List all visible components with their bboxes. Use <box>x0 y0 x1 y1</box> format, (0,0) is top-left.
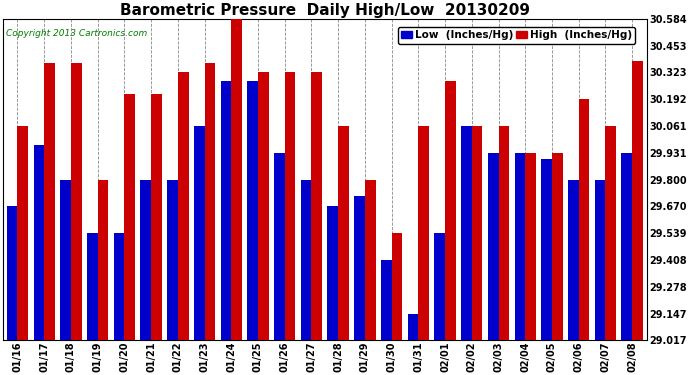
Bar <box>525 153 536 340</box>
Bar <box>221 81 231 340</box>
Bar <box>231 19 242 340</box>
Bar <box>34 145 44 340</box>
Bar <box>541 159 552 340</box>
Bar <box>178 72 188 340</box>
Bar <box>311 72 322 340</box>
Bar <box>354 196 365 340</box>
Bar <box>418 126 429 340</box>
Bar <box>167 180 178 340</box>
Bar <box>392 233 402 340</box>
Bar <box>17 126 28 340</box>
Legend: Low  (Inches/Hg), High  (Inches/Hg): Low (Inches/Hg), High (Inches/Hg) <box>398 27 635 44</box>
Bar <box>365 180 375 340</box>
Bar <box>204 63 215 340</box>
Bar <box>247 81 258 340</box>
Bar <box>124 94 135 340</box>
Bar <box>114 233 124 340</box>
Bar <box>595 180 605 340</box>
Bar <box>515 153 525 340</box>
Bar <box>328 206 338 340</box>
Bar <box>71 63 81 340</box>
Bar <box>498 126 509 340</box>
Bar <box>435 233 445 340</box>
Bar <box>274 153 285 340</box>
Bar <box>151 94 161 340</box>
Bar <box>87 233 98 340</box>
Bar <box>98 180 108 340</box>
Bar <box>7 206 17 340</box>
Text: Copyright 2013 Cartronics.com: Copyright 2013 Cartronics.com <box>6 28 147 38</box>
Bar <box>338 126 349 340</box>
Bar <box>258 72 268 340</box>
Bar <box>381 260 392 340</box>
Bar <box>408 314 418 340</box>
Bar <box>140 180 151 340</box>
Bar <box>552 153 562 340</box>
Bar <box>579 99 589 340</box>
Bar <box>285 72 295 340</box>
Bar <box>622 153 632 340</box>
Bar <box>605 126 616 340</box>
Bar <box>472 126 482 340</box>
Bar <box>488 153 498 340</box>
Bar <box>445 81 455 340</box>
Bar <box>301 180 311 340</box>
Bar <box>632 61 643 340</box>
Bar <box>461 126 472 340</box>
Title: Barometric Pressure  Daily High/Low  20130209: Barometric Pressure Daily High/Low 20130… <box>120 3 530 18</box>
Bar <box>44 63 55 340</box>
Bar <box>194 126 204 340</box>
Bar <box>60 180 71 340</box>
Bar <box>568 180 579 340</box>
